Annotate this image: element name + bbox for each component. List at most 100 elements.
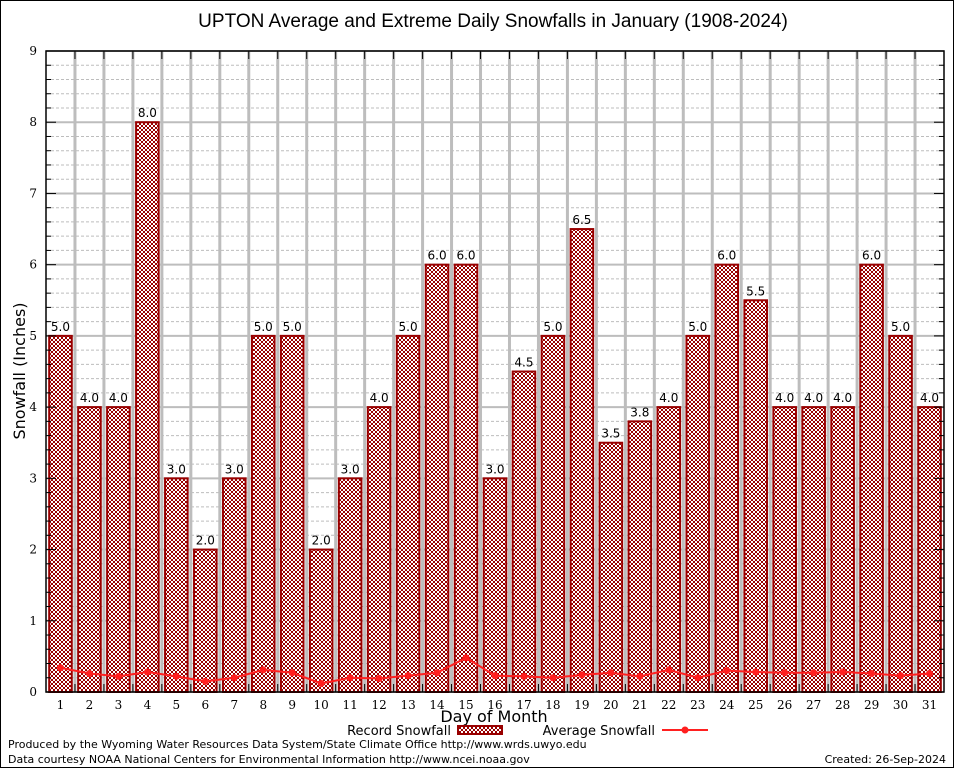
- average-point-day-17: [520, 672, 528, 680]
- x-tick-label: 26: [777, 698, 792, 712]
- average-point-day-26: [781, 669, 789, 677]
- bar-day-13: [395, 334, 421, 693]
- footer-created-date: Created: 26-Sep-2024: [825, 753, 946, 766]
- average-line: [56, 654, 934, 687]
- data-label-day-12: 4.0: [370, 391, 389, 405]
- average-point-day-29: [868, 669, 876, 677]
- bar-day-6: [193, 548, 218, 693]
- x-tick-label: 29: [864, 698, 879, 712]
- data-label-day-1: 5.0: [51, 320, 70, 334]
- y-tick-label: 8: [29, 115, 37, 129]
- x-tick-label: 4: [144, 698, 152, 712]
- x-tick-label: 25: [748, 698, 763, 712]
- data-label-day-16: 3.0: [485, 462, 504, 476]
- bar-day-28: [830, 406, 855, 693]
- data-label-day-14: 6.0: [428, 249, 447, 263]
- x-tick-label: 24: [719, 698, 735, 712]
- x-tick-label: 8: [259, 698, 267, 712]
- average-point-day-7: [230, 674, 238, 682]
- x-tick-label: 22: [661, 698, 676, 712]
- footer-data-source: Data courtesy NOAA National Centers for …: [8, 753, 530, 766]
- average-point-day-12: [375, 674, 383, 682]
- y-tick-label: 5: [29, 329, 37, 343]
- bar-day-3: [106, 406, 131, 693]
- data-label-day-27: 4.0: [804, 391, 823, 405]
- bar-day-4: [135, 121, 160, 693]
- x-tick-label: 16: [487, 698, 502, 712]
- chart-title: UPTON Average and Extreme Daily Snowfall…: [198, 11, 788, 32]
- data-label-day-21: 3.8: [630, 405, 649, 419]
- data-label-day-3: 4.0: [109, 391, 128, 405]
- x-tick-label: 17: [516, 698, 531, 712]
- average-point-day-3: [114, 672, 122, 680]
- x-tick-label: 30: [893, 698, 908, 712]
- y-tick-label: 1: [29, 614, 37, 628]
- data-label-day-29: 6.0: [862, 249, 881, 263]
- x-tick-label: 14: [429, 698, 445, 712]
- data-label-day-24: 6.0: [717, 249, 736, 263]
- legend-average-label: Average Snowfall: [543, 724, 655, 739]
- bar-day-16: [482, 477, 508, 694]
- data-label-day-25: 5.5: [746, 284, 765, 298]
- x-tick-label: 9: [288, 698, 296, 712]
- data-label-day-20: 3.5: [601, 427, 620, 441]
- x-tick-label: 20: [603, 698, 618, 712]
- bar-day-21: [627, 420, 653, 693]
- average-point-day-19: [578, 671, 586, 679]
- average-point-day-23: [694, 674, 702, 682]
- y-axis-label: Snowfall (Inches): [10, 302, 29, 439]
- average-point-day-24: [723, 667, 731, 675]
- data-label-day-23: 5.0: [688, 320, 707, 334]
- x-tick-label: 12: [371, 698, 386, 712]
- footer-producer: Produced by the Wyoming Water Resources …: [8, 738, 587, 751]
- x-tick-label: 3: [115, 698, 123, 712]
- data-label-day-18: 5.0: [543, 320, 562, 334]
- average-point-day-20: [607, 669, 615, 677]
- data-label-day-22: 4.0: [659, 391, 678, 405]
- y-tick-label: 0: [29, 685, 37, 699]
- legend-average-marker: [681, 726, 689, 734]
- bar-day-23: [685, 334, 711, 693]
- data-label-day-30: 5.0: [891, 320, 910, 334]
- data-label-day-9: 5.0: [283, 320, 302, 334]
- y-tick-label: 6: [29, 258, 37, 272]
- legend-record-label: Record Snowfall: [347, 724, 451, 739]
- data-label-day-28: 4.0: [833, 391, 852, 405]
- average-point-day-9: [288, 669, 296, 677]
- data-label-day-4: 8.0: [138, 106, 157, 120]
- data-label-day-15: 6.0: [456, 249, 475, 263]
- legend-record-swatch: [457, 725, 503, 735]
- average-point-day-11: [346, 674, 354, 682]
- x-tick-label: 27: [806, 698, 821, 712]
- average-point-day-4: [143, 668, 151, 676]
- bar-day-8: [250, 334, 276, 693]
- x-tick-label: 28: [835, 698, 850, 712]
- x-tick-label: 19: [574, 698, 589, 712]
- average-point-day-1: [56, 664, 64, 672]
- x-tick-label: 23: [690, 698, 705, 712]
- average-point-day-5: [172, 672, 180, 680]
- data-label-day-17: 4.5: [514, 356, 533, 370]
- x-tick-label: 15: [458, 698, 473, 712]
- x-tick-label: 1: [57, 698, 65, 712]
- y-tick-label: 9: [29, 44, 37, 58]
- average-point-day-6: [201, 677, 209, 685]
- axes: [45, 50, 945, 693]
- x-tick-label: 10: [314, 698, 329, 712]
- bar-day-20: [598, 441, 624, 693]
- data-label-day-31: 4.0: [920, 391, 939, 405]
- average-point-day-28: [839, 668, 847, 676]
- average-point-day-22: [665, 666, 673, 674]
- x-tick-label: 13: [400, 698, 415, 712]
- bar-day-2: [77, 406, 102, 693]
- bar-day-25: [743, 299, 769, 693]
- data-label-day-26: 4.0: [775, 391, 794, 405]
- average-point-day-25: [752, 668, 760, 676]
- x-tick-label: 11: [343, 698, 358, 712]
- average-point-day-16: [491, 672, 499, 680]
- bar-day-29: [859, 263, 884, 693]
- data-labels: 5.0 4.0 4.0 8.0 3.0 2.0 3.0 5.0 5.0 2.0 3.0 4.0 5.0 6…: [51, 106, 939, 547]
- bar-day-24: [714, 263, 740, 693]
